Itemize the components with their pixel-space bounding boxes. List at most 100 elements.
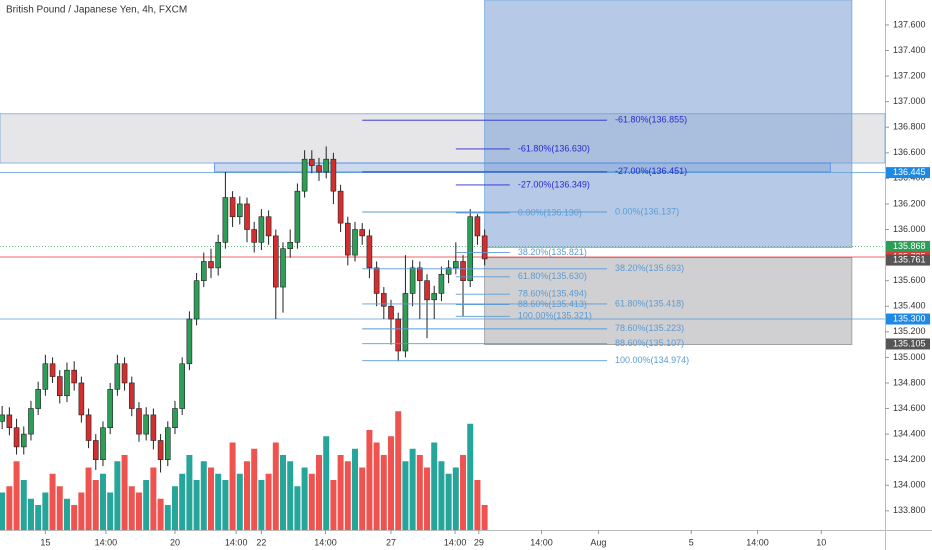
y-tick-label: 133.800 (893, 505, 926, 515)
candle-body (251, 229, 257, 243)
volume-bar (143, 480, 150, 530)
x-tick-label: 10 (816, 537, 826, 547)
volume-bar (431, 442, 438, 530)
chart-title: British Pound / Japanese Yen, 4h, FXCM (6, 5, 187, 16)
candle-body (280, 248, 286, 288)
candle-body (85, 414, 92, 441)
candle-body (409, 267, 416, 294)
candle-body (258, 216, 265, 243)
volume-bar (330, 480, 337, 530)
candle-body (215, 242, 221, 269)
volume-bar (49, 473, 56, 530)
volume-bar (193, 480, 200, 530)
candle-body (107, 389, 113, 429)
price-tag (886, 313, 930, 325)
volume-bar (179, 473, 186, 530)
y-tick-label: 136.800 (893, 122, 926, 132)
x-tick-label: 14:00 (444, 537, 467, 547)
y-tick-label: 134.800 (893, 377, 926, 387)
price-tag (886, 167, 930, 179)
candle-body (150, 414, 157, 441)
volume-bar (287, 461, 294, 530)
volume-bar (373, 442, 380, 530)
candle-body (64, 369, 70, 397)
y-tick-label: 137.400 (893, 45, 926, 55)
candle-body (236, 203, 243, 218)
volume-bar (92, 480, 99, 530)
candle-body (42, 363, 49, 390)
candle-body (424, 280, 430, 301)
candle-body (337, 190, 344, 224)
candle-body (381, 293, 387, 307)
volume-bar (207, 467, 214, 530)
candle-body (316, 165, 322, 173)
candle-body (179, 363, 185, 409)
y-tick-label: 135.200 (893, 326, 926, 336)
volume-bar (316, 455, 323, 530)
fib-label: 0.00%(136.130) (518, 207, 582, 217)
fib-label: -27.00%(136.451) (615, 166, 687, 176)
volume-bar (56, 486, 63, 530)
price-tag-label: 135.868 (893, 241, 926, 251)
volume-bar (121, 455, 128, 530)
fib-label: 78.60%(135.494) (518, 289, 587, 299)
volume-bar (337, 455, 344, 530)
candle-body (445, 267, 452, 275)
candle-body (345, 222, 351, 256)
candle-body (56, 376, 63, 397)
volume-bar (409, 448, 416, 530)
candle-body (294, 190, 301, 243)
volume-bar (416, 455, 423, 530)
candle-body (128, 382, 135, 409)
candle-body (13, 427, 20, 448)
x-tick-label: 5 (689, 537, 694, 547)
candle-body (136, 408, 142, 435)
candle-body (157, 440, 164, 460)
y-tick-label: 136.000 (893, 224, 926, 234)
volume-bar (445, 473, 452, 530)
candle-body (0, 414, 5, 422)
volume-bar (186, 455, 193, 530)
volume-bar (222, 480, 229, 530)
candle-body (366, 235, 373, 269)
volume-bar (85, 467, 92, 530)
y-tick-label: 134.000 (893, 480, 926, 490)
volume-bar (279, 455, 286, 530)
price-tag (886, 254, 930, 266)
x-tick-label: 14:00 (95, 537, 118, 547)
volume-bar (35, 505, 42, 530)
volume-bar (452, 467, 459, 530)
candle-body (208, 261, 214, 269)
candle-body (359, 229, 366, 237)
volume-bar (424, 467, 431, 530)
candle-body (287, 242, 293, 249)
candle-body (265, 216, 272, 237)
volume-bar (42, 492, 49, 530)
volume-bar (150, 467, 157, 530)
candle-body (431, 293, 438, 301)
volume-bar (99, 473, 106, 530)
volume-bar (20, 480, 27, 530)
volume-bar (78, 492, 85, 530)
fib-label: 88.60%(135.107) (615, 338, 684, 348)
fib-label: -61.80%(136.630) (518, 143, 590, 153)
y-tick-label: 135.600 (893, 275, 926, 285)
volume-bar (301, 467, 308, 530)
y-tick-label: 136.200 (893, 198, 926, 208)
candle-body (481, 235, 488, 260)
candle-body (417, 267, 423, 281)
y-tick-label: 134.600 (893, 403, 926, 413)
candle-body (244, 203, 250, 230)
candle-body (121, 363, 128, 384)
candle-body (78, 382, 85, 416)
volume-bar (71, 505, 78, 530)
volume-bar (157, 498, 164, 530)
candle-body (474, 216, 481, 237)
candle-body (453, 261, 459, 269)
volume-bar (402, 461, 409, 530)
candle-body (200, 261, 207, 281)
volume-bar (13, 461, 20, 530)
candle-body (164, 427, 171, 460)
candle-body (6, 414, 13, 429)
volume-bar (474, 480, 481, 530)
